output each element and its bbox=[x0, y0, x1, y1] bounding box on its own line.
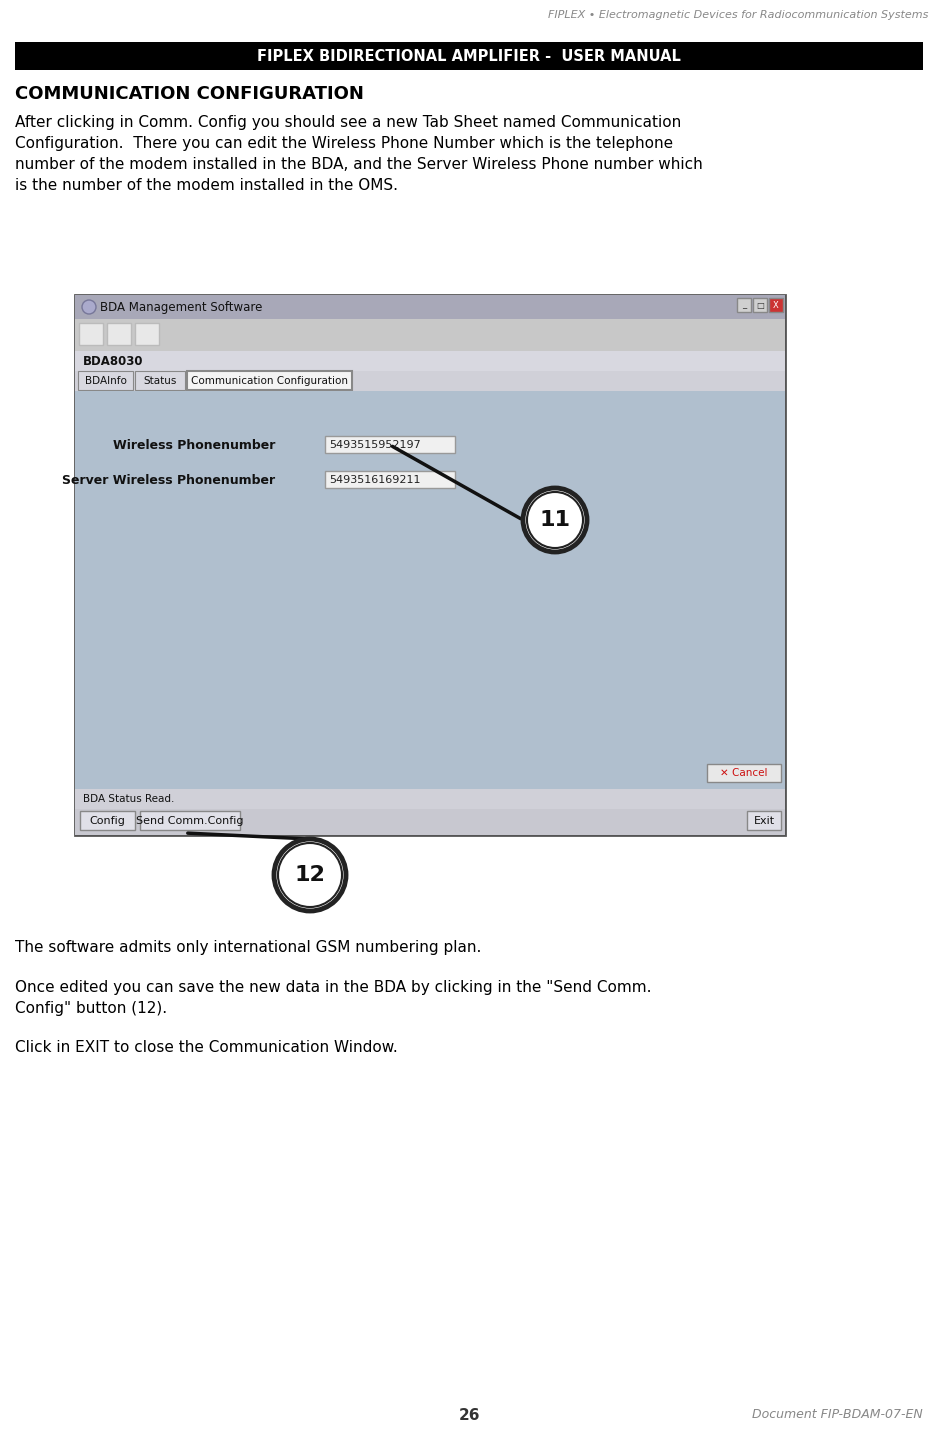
Text: Server Wireless Phonenumber: Server Wireless Phonenumber bbox=[62, 473, 275, 486]
Text: The software admits only international GSM numbering plan.: The software admits only international G… bbox=[15, 940, 481, 954]
FancyBboxPatch shape bbox=[707, 764, 781, 782]
Circle shape bbox=[278, 843, 342, 907]
Text: Config" button (12).: Config" button (12). bbox=[15, 1002, 167, 1016]
Text: X: X bbox=[773, 301, 779, 310]
FancyBboxPatch shape bbox=[78, 371, 133, 390]
Text: ✕ Cancel: ✕ Cancel bbox=[720, 768, 767, 778]
FancyBboxPatch shape bbox=[325, 471, 455, 489]
Circle shape bbox=[527, 492, 583, 547]
Text: BDA8030: BDA8030 bbox=[83, 354, 144, 367]
Text: _: _ bbox=[742, 301, 746, 310]
FancyBboxPatch shape bbox=[747, 811, 781, 830]
Text: Send Comm.Config: Send Comm.Config bbox=[136, 815, 244, 825]
Text: is the number of the modem installed in the OMS.: is the number of the modem installed in … bbox=[15, 178, 398, 193]
FancyBboxPatch shape bbox=[187, 371, 352, 390]
FancyBboxPatch shape bbox=[325, 436, 455, 453]
FancyBboxPatch shape bbox=[79, 322, 103, 345]
Text: After clicking in Comm. Config you should see a new Tab Sheet named Communicatio: After clicking in Comm. Config you shoul… bbox=[15, 115, 681, 130]
Text: BDA Status Read.: BDA Status Read. bbox=[83, 794, 174, 804]
Text: Document FIP-BDAM-07-EN: Document FIP-BDAM-07-EN bbox=[752, 1409, 923, 1422]
Text: Exit: Exit bbox=[753, 815, 775, 825]
Text: FIPLEX • Electromagnetic Devices for Radiocommunication Systems: FIPLEX • Electromagnetic Devices for Rad… bbox=[548, 10, 928, 20]
Text: number of the modem installed in the BDA, and the Server Wireless Phone number w: number of the modem installed in the BDA… bbox=[15, 158, 703, 172]
Circle shape bbox=[523, 489, 587, 552]
FancyBboxPatch shape bbox=[753, 298, 767, 312]
Circle shape bbox=[82, 299, 96, 314]
FancyBboxPatch shape bbox=[75, 391, 785, 790]
FancyBboxPatch shape bbox=[737, 298, 751, 312]
Text: Status: Status bbox=[144, 375, 176, 385]
FancyBboxPatch shape bbox=[15, 42, 923, 70]
Text: Wireless Phonenumber: Wireless Phonenumber bbox=[113, 438, 275, 451]
Text: □: □ bbox=[756, 301, 764, 310]
FancyBboxPatch shape bbox=[80, 811, 135, 830]
Text: FIPLEX BIDIRECTIONAL AMPLIFIER -  USER MANUAL: FIPLEX BIDIRECTIONAL AMPLIFIER - USER MA… bbox=[257, 49, 681, 63]
FancyBboxPatch shape bbox=[107, 322, 131, 345]
FancyBboxPatch shape bbox=[75, 295, 785, 835]
Text: 5493516169211: 5493516169211 bbox=[329, 474, 420, 484]
FancyBboxPatch shape bbox=[769, 298, 783, 312]
Text: BDA Management Software: BDA Management Software bbox=[100, 301, 263, 314]
Text: 26: 26 bbox=[459, 1407, 479, 1423]
Text: Click in EXIT to close the Communication Window.: Click in EXIT to close the Communication… bbox=[15, 1040, 398, 1055]
Text: 11: 11 bbox=[539, 510, 570, 530]
Circle shape bbox=[274, 838, 346, 911]
FancyBboxPatch shape bbox=[75, 320, 785, 351]
FancyBboxPatch shape bbox=[140, 811, 240, 830]
FancyBboxPatch shape bbox=[75, 351, 785, 371]
Text: Communication Configuration: Communication Configuration bbox=[191, 375, 348, 385]
FancyBboxPatch shape bbox=[75, 295, 785, 320]
FancyBboxPatch shape bbox=[135, 371, 185, 390]
Text: Configuration.  There you can edit the Wireless Phone Number which is the teleph: Configuration. There you can edit the Wi… bbox=[15, 136, 673, 150]
Text: 5493515952197: 5493515952197 bbox=[329, 440, 421, 450]
FancyBboxPatch shape bbox=[75, 790, 785, 810]
Text: Once edited you can save the new data in the BDA by clicking in the "Send Comm.: Once edited you can save the new data in… bbox=[15, 980, 652, 995]
FancyBboxPatch shape bbox=[75, 810, 785, 835]
FancyBboxPatch shape bbox=[75, 371, 785, 391]
Text: COMMUNICATION CONFIGURATION: COMMUNICATION CONFIGURATION bbox=[15, 85, 364, 103]
FancyBboxPatch shape bbox=[135, 322, 159, 345]
Text: 12: 12 bbox=[295, 866, 325, 886]
Text: BDAInfo: BDAInfo bbox=[84, 375, 127, 385]
Text: Config: Config bbox=[89, 815, 125, 825]
